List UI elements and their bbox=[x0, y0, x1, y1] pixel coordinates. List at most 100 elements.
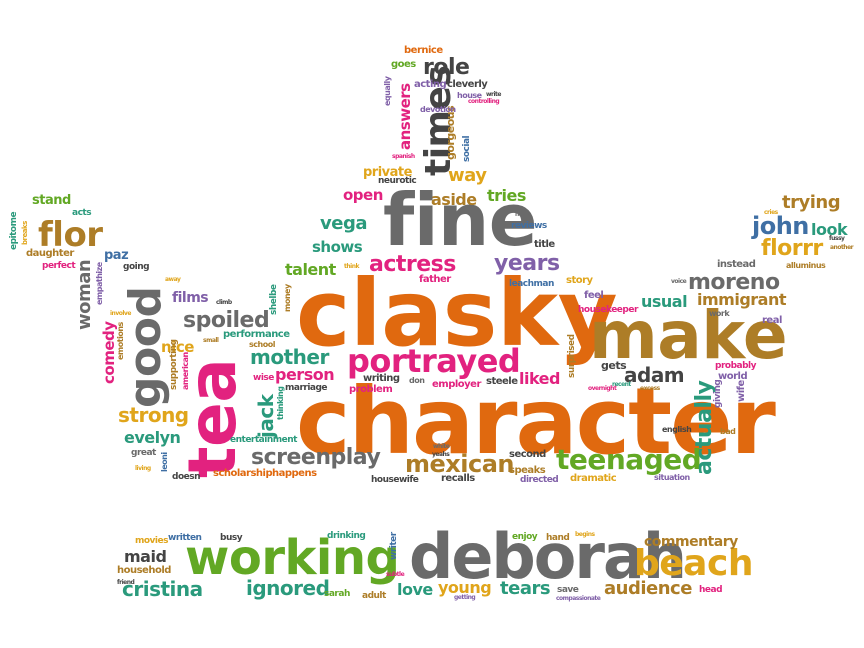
word-controlling: controlling bbox=[468, 98, 500, 105]
word-florrr: florrr bbox=[761, 236, 823, 261]
word-spoiled: spoiled bbox=[183, 308, 270, 333]
word-screenplay: screenplay bbox=[251, 445, 381, 470]
word-probably: probably bbox=[715, 361, 756, 371]
word-cristina: cristina bbox=[122, 577, 203, 601]
word-written: written bbox=[168, 533, 202, 543]
word-goes: goes bbox=[391, 59, 416, 70]
word-leachman: leachman bbox=[509, 279, 554, 289]
word-woman: woman bbox=[74, 259, 95, 330]
word-strong: strong bbox=[118, 403, 189, 427]
word-school: school bbox=[249, 340, 275, 349]
word-flor: flor bbox=[38, 215, 103, 255]
word-recalls: recalls bbox=[441, 473, 475, 484]
word-away: away bbox=[165, 276, 181, 283]
word-perfect: perfect bbox=[42, 261, 76, 271]
word-way: way bbox=[448, 165, 487, 186]
word-entertainment: entertainment bbox=[230, 435, 297, 445]
word-deborah: deborah bbox=[409, 520, 687, 593]
word-young: young bbox=[438, 578, 492, 597]
word-enjoy: enjoy bbox=[512, 532, 538, 542]
word-work: work bbox=[709, 309, 730, 318]
word-immigrant: immigrant bbox=[697, 290, 787, 309]
word-writing: writing bbox=[363, 373, 400, 384]
word-thinking: thinking bbox=[276, 386, 285, 420]
word-scholarship: scholarship bbox=[213, 468, 273, 479]
word-talent: talent bbox=[285, 260, 336, 279]
word-problem: problem bbox=[349, 384, 393, 395]
word-maid: maid bbox=[124, 547, 167, 566]
word-american: american bbox=[181, 352, 190, 390]
word-think: think bbox=[344, 263, 359, 270]
word-jack: jack bbox=[254, 394, 278, 438]
word-real: real bbox=[762, 315, 782, 326]
word-movies: movies bbox=[135, 536, 168, 546]
word-housekeeper: housekeeper bbox=[578, 305, 638, 315]
word-steele: steele bbox=[486, 376, 518, 387]
word-private: private bbox=[363, 165, 412, 180]
word-shelbe: shelbe bbox=[269, 284, 279, 316]
word-films: films bbox=[172, 290, 209, 306]
word-getting: getting bbox=[454, 594, 476, 601]
word-overnight: overnight bbox=[588, 385, 617, 392]
word-actress: actress bbox=[369, 252, 456, 277]
word-giving: giving bbox=[713, 379, 723, 408]
word-household: household bbox=[117, 565, 171, 576]
word-person: person bbox=[275, 365, 335, 384]
word-mexican: mexican bbox=[405, 450, 515, 478]
word-evelyn: evelyn bbox=[124, 428, 181, 447]
word-housewife: housewife bbox=[371, 475, 419, 485]
word-stand: stand bbox=[32, 193, 71, 208]
word-look: look bbox=[811, 220, 848, 239]
word-empathize: empathize bbox=[95, 262, 104, 305]
word-compassionate: compassionate bbox=[556, 595, 601, 602]
word-house: house bbox=[457, 91, 482, 100]
word-hand: hand bbox=[546, 533, 570, 543]
word-employer: employer bbox=[432, 379, 481, 390]
word-breaks: breaks bbox=[21, 221, 29, 245]
word-story: story bbox=[566, 275, 593, 286]
word-drinking: drinking bbox=[327, 531, 366, 541]
word-happens: happens bbox=[272, 468, 317, 479]
word-aside: aside bbox=[431, 190, 477, 209]
word-begins: begins bbox=[575, 531, 595, 538]
word-clasky: clasky bbox=[296, 260, 618, 367]
word-paz: paz bbox=[104, 248, 129, 263]
word-title: title bbox=[534, 239, 555, 250]
word-busy: busy bbox=[220, 533, 243, 543]
word-friend: friend bbox=[117, 579, 135, 586]
word-love: love bbox=[397, 580, 433, 599]
word-surprised: surprised bbox=[567, 334, 577, 378]
word-equally: equally bbox=[383, 76, 392, 106]
word-doesn: doesn bbox=[172, 472, 201, 482]
word-instead: instead bbox=[717, 259, 756, 270]
word-situation: situation bbox=[654, 473, 690, 482]
word-teenaged: teenaged bbox=[556, 443, 702, 476]
word-john: john bbox=[752, 212, 809, 240]
word-going: going bbox=[123, 262, 150, 272]
word-comedy: comedy bbox=[100, 321, 118, 384]
word-tries: tries bbox=[487, 186, 526, 205]
word-supporting: supporting bbox=[169, 339, 179, 390]
word-yeahs: yeahs bbox=[432, 451, 450, 458]
word-save: save bbox=[557, 585, 579, 595]
word-write: write bbox=[486, 91, 502, 98]
word-cries: cries bbox=[764, 209, 778, 216]
word-social: social bbox=[462, 135, 472, 162]
word-portrayed: portrayed bbox=[347, 342, 521, 380]
word-epitome: epitome bbox=[9, 211, 19, 250]
word-commentary: commentary bbox=[644, 534, 738, 550]
word-small: small bbox=[203, 337, 219, 344]
word-acting: acting bbox=[414, 79, 447, 90]
word-news: news bbox=[515, 211, 531, 218]
word-climb: climb bbox=[216, 299, 232, 306]
word-adam: adam bbox=[624, 363, 685, 387]
word-bernice: bernice bbox=[404, 45, 443, 56]
word-english: english bbox=[662, 425, 692, 434]
word-character: character bbox=[296, 368, 776, 475]
word-ignored: ignored bbox=[246, 576, 330, 600]
word-acts: acts bbox=[72, 208, 92, 218]
word-adult: adult bbox=[362, 591, 386, 601]
word-living: living bbox=[135, 465, 151, 472]
word-performance: performance bbox=[223, 329, 290, 340]
